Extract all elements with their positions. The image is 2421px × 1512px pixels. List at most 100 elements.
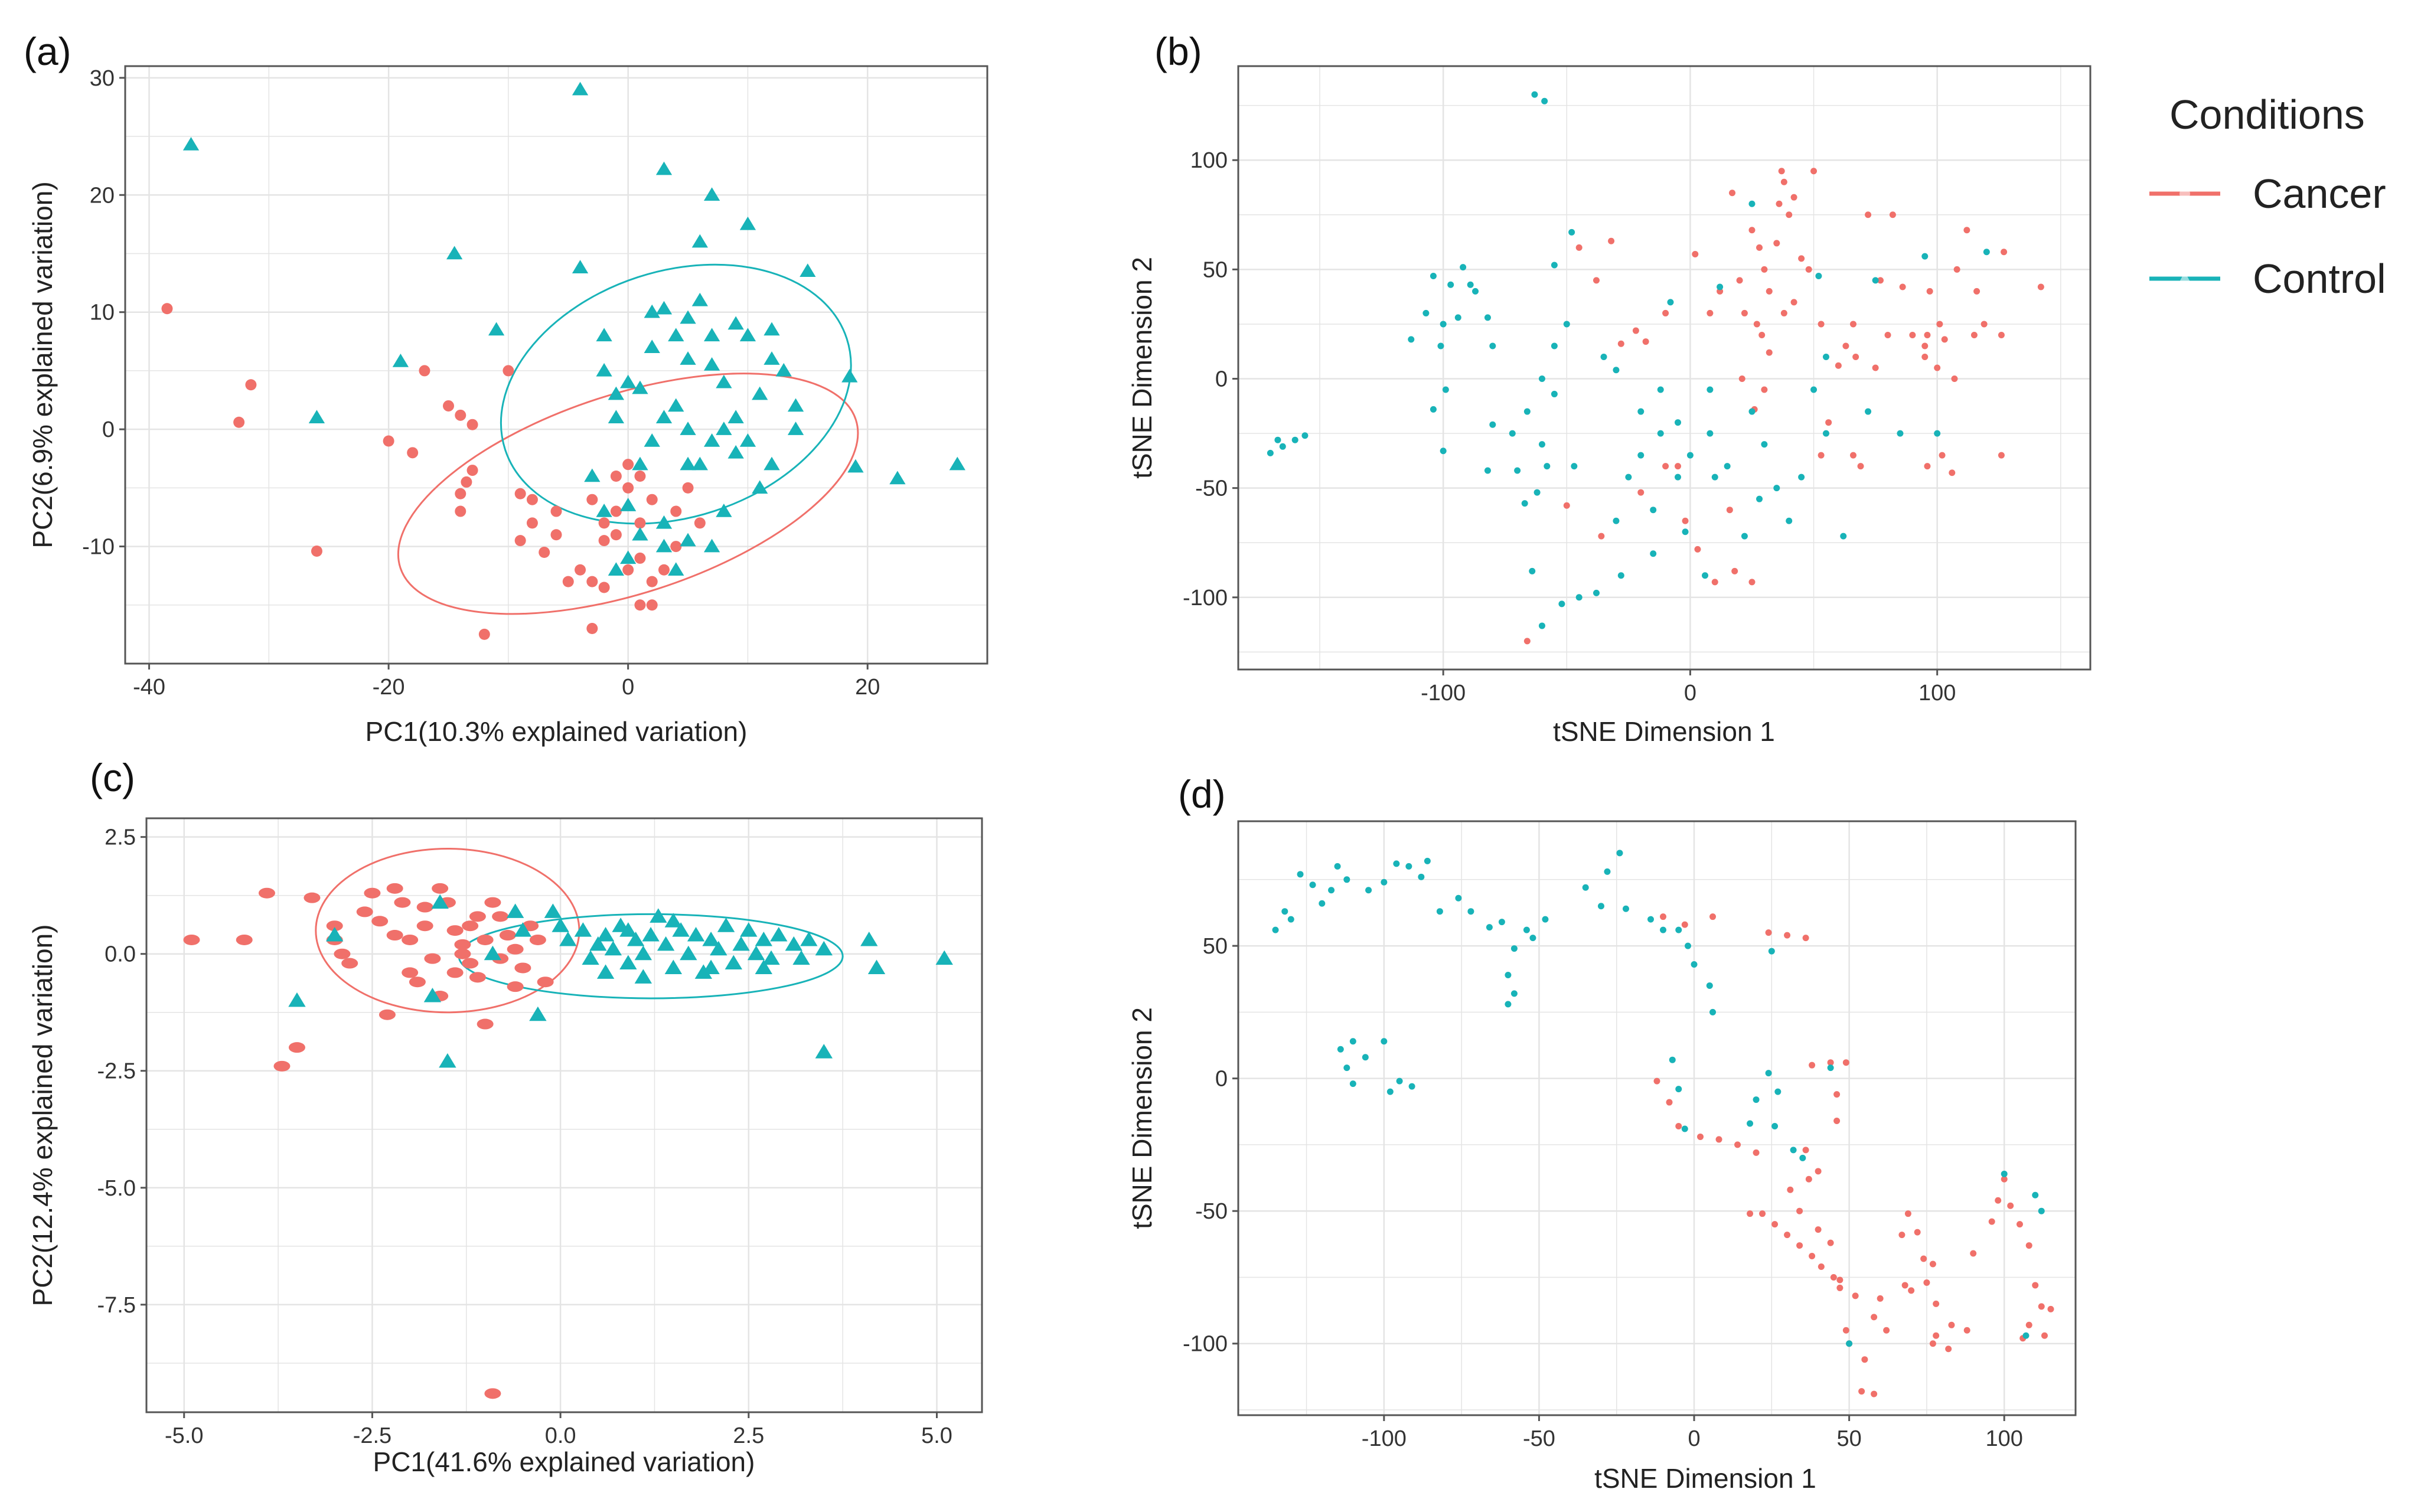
control-point bbox=[308, 410, 325, 424]
cancer-point bbox=[1877, 1295, 1884, 1302]
cancer-point bbox=[1970, 331, 1978, 338]
cancer-point bbox=[634, 599, 646, 611]
control-point bbox=[655, 515, 673, 529]
cancer-point bbox=[455, 409, 466, 421]
panel-a-xlabel: PC1(10.3% explained variation) bbox=[366, 716, 748, 747]
control-point bbox=[800, 931, 818, 946]
control-point bbox=[506, 903, 524, 918]
control-point bbox=[488, 322, 505, 336]
cancer-point bbox=[670, 541, 682, 553]
cancer-point bbox=[1871, 1390, 1878, 1397]
control-point bbox=[1815, 272, 1822, 279]
control-point bbox=[1865, 408, 1872, 415]
cancer-point bbox=[1877, 277, 1884, 284]
cancer-point bbox=[1608, 237, 1615, 244]
control-point bbox=[1660, 926, 1667, 933]
cancer-point bbox=[1707, 309, 1714, 316]
cancer-point bbox=[1936, 321, 1943, 328]
control-point bbox=[1362, 1054, 1369, 1061]
cancer-point bbox=[1988, 1218, 1995, 1225]
cancer-point bbox=[1872, 364, 1879, 371]
control-point bbox=[657, 936, 675, 951]
control-point bbox=[787, 398, 804, 412]
control-point bbox=[1563, 321, 1570, 328]
control-point bbox=[668, 328, 684, 342]
control-point bbox=[889, 471, 906, 485]
control-point bbox=[1529, 935, 1536, 942]
control-point bbox=[1657, 430, 1664, 437]
panel-d-frame bbox=[1237, 820, 2077, 1416]
cancer-point bbox=[1842, 1327, 1849, 1334]
x-tick-label: 2.5 bbox=[733, 1423, 764, 1448]
control-point bbox=[1301, 432, 1309, 439]
control-point bbox=[1753, 1096, 1760, 1103]
cancer-point bbox=[419, 365, 430, 377]
control-point bbox=[1408, 336, 1415, 343]
cancer-point bbox=[1662, 463, 1669, 470]
cancer-point bbox=[1805, 266, 1812, 273]
cancer-point bbox=[1736, 277, 1743, 284]
cancer-point bbox=[694, 517, 706, 529]
legend-title: Conditions bbox=[2169, 92, 2365, 138]
control-point bbox=[680, 945, 697, 961]
panel-a-frame bbox=[124, 65, 988, 665]
cancer-point bbox=[1857, 463, 1864, 470]
control-point bbox=[1442, 386, 1449, 393]
control-point bbox=[1447, 281, 1454, 288]
control-point bbox=[1613, 517, 1620, 524]
cancer-point bbox=[1747, 1210, 1754, 1217]
cancer-point bbox=[1889, 211, 1896, 218]
cancer-point bbox=[1682, 517, 1689, 524]
control-point bbox=[1529, 567, 1536, 574]
control-point bbox=[710, 940, 727, 956]
control-point bbox=[727, 445, 744, 459]
cancer-point bbox=[466, 465, 478, 476]
cancer-point bbox=[2025, 1242, 2032, 1249]
panel-a: (a) -40 -20 0 20 -10 0 10 20 30 PC1(10.3% explai… bbox=[24, 30, 988, 747]
y-tick-label: 0.0 bbox=[105, 942, 136, 967]
cancer-point bbox=[1748, 227, 1756, 234]
control-point bbox=[1686, 452, 1694, 459]
cancer-point bbox=[646, 576, 658, 587]
control-point bbox=[1436, 908, 1443, 915]
cancer-point bbox=[1963, 227, 1970, 234]
control-point bbox=[770, 927, 788, 942]
control-point bbox=[1430, 406, 1437, 413]
control-point bbox=[632, 527, 648, 541]
cancer-point bbox=[670, 505, 682, 517]
cancer-point bbox=[2007, 1202, 2014, 1209]
cancer-point bbox=[1666, 1099, 1673, 1106]
x-tick-label: -20 bbox=[373, 675, 405, 700]
control-point bbox=[1489, 342, 1496, 350]
control-point bbox=[642, 927, 660, 942]
control-point bbox=[608, 562, 625, 576]
cancer-point bbox=[1796, 1207, 1803, 1214]
cancer-point bbox=[1970, 1250, 1977, 1257]
cancer-point bbox=[394, 897, 411, 908]
control-point bbox=[1489, 421, 1496, 428]
cancer-point bbox=[402, 967, 419, 978]
control-point bbox=[747, 945, 765, 961]
cancer-point bbox=[311, 546, 322, 557]
cancer-point bbox=[469, 972, 486, 983]
cancer-point bbox=[1617, 340, 1624, 347]
cancer-point bbox=[1883, 1327, 1890, 1334]
control-point bbox=[2022, 1332, 2030, 1339]
control-point bbox=[732, 936, 750, 951]
control-point bbox=[1748, 408, 1756, 415]
control-point bbox=[1297, 871, 1304, 878]
cancer-point bbox=[455, 488, 466, 499]
cancer-point bbox=[364, 887, 381, 899]
cancer-point bbox=[2038, 1303, 2045, 1310]
panel-d-ylabel: tSNE Dimension 2 bbox=[1127, 1007, 1157, 1229]
control-point bbox=[325, 927, 344, 942]
cancer-point bbox=[1810, 168, 1818, 175]
y-tick-label: 100 bbox=[1190, 148, 1228, 173]
cancer-point bbox=[1852, 353, 1859, 360]
control-point bbox=[1600, 353, 1607, 360]
control-point bbox=[1467, 908, 1474, 915]
x-tick-label: 0.0 bbox=[545, 1423, 576, 1448]
cancer-point bbox=[1738, 375, 1745, 383]
cancer-point bbox=[646, 494, 658, 505]
cancer-point bbox=[1998, 331, 2005, 338]
